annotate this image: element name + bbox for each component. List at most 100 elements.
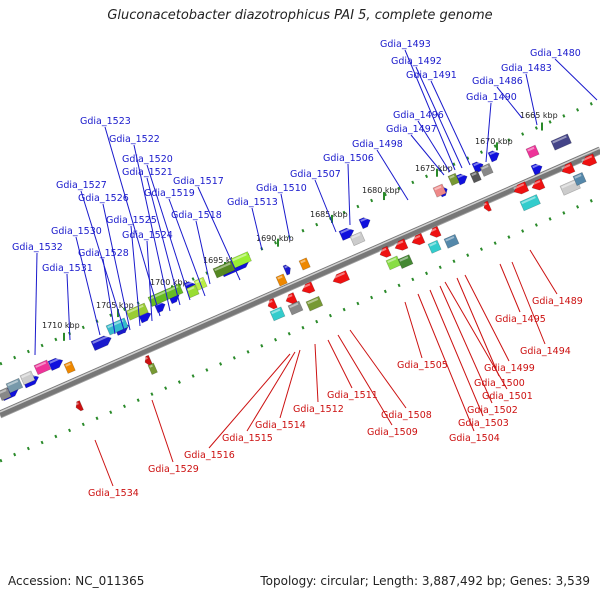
reverse-gene-arrow[interactable] <box>482 200 492 213</box>
gene-label[interactable]: Gdia_1530 <box>51 226 102 237</box>
gene-label[interactable]: Gdia_1511 <box>327 390 378 401</box>
forward-gene-arrow[interactable] <box>455 172 469 186</box>
gene-label[interactable]: Gdia_1489 <box>532 296 583 307</box>
reverse-gene-arrow[interactable] <box>331 270 351 286</box>
gene-feature-block[interactable] <box>443 233 460 249</box>
gene-feature-block[interactable] <box>230 251 252 269</box>
gene-feature-block[interactable] <box>19 370 36 386</box>
gene-label[interactable]: Gdia_1507 <box>290 169 341 180</box>
reverse-gene-arrow[interactable] <box>560 161 576 176</box>
gene-feature-block[interactable] <box>5 377 24 394</box>
reverse-gene-arrow[interactable] <box>512 181 530 197</box>
gene-label[interactable]: Gdia_1512 <box>293 404 344 415</box>
reverse-gene-arrow[interactable] <box>428 225 442 239</box>
gene-label[interactable]: Gdia_1483 <box>501 63 552 74</box>
gene-label[interactable]: Gdia_1490 <box>466 92 517 103</box>
gene-feature-block[interactable] <box>0 387 12 401</box>
gene-label[interactable]: Gdia_1500 <box>474 378 525 389</box>
forward-gene-arrow[interactable] <box>358 216 372 230</box>
gene-label[interactable]: Gdia_1527 <box>56 180 107 191</box>
gene-feature-block[interactable] <box>275 273 288 287</box>
gene-feature-block[interactable] <box>469 170 482 184</box>
gene-label[interactable]: Gdia_1502 <box>467 405 518 416</box>
reverse-gene-arrow[interactable] <box>530 178 546 193</box>
gene-label[interactable]: Gdia_1515 <box>222 433 273 444</box>
gene-label[interactable]: Gdia_1506 <box>323 153 374 164</box>
gene-label[interactable]: Gdia_1480 <box>530 48 581 59</box>
gene-label[interactable]: Gdia_1496 <box>393 110 444 121</box>
reverse-gene-arrow[interactable] <box>284 292 298 306</box>
gene-label[interactable]: Gdia_1519 <box>144 188 195 199</box>
gene-label[interactable]: Gdia_1504 <box>449 433 500 444</box>
leader-line <box>347 163 351 226</box>
gene-label[interactable]: Gdia_1492 <box>391 56 442 67</box>
forward-gene-arrow[interactable] <box>530 162 544 176</box>
gene-label[interactable]: Gdia_1532 <box>12 242 63 253</box>
gene-label[interactable]: Gdia_1526 <box>78 193 129 204</box>
forward-gene-arrow[interactable] <box>338 226 356 241</box>
gene-label[interactable]: Gdia_1534 <box>88 488 139 499</box>
gene-feature-block[interactable] <box>298 257 311 271</box>
gene-feature-block[interactable] <box>385 255 402 271</box>
gene-label[interactable]: Gdia_1517 <box>173 176 224 187</box>
gene-label[interactable]: Gdia_1493 <box>380 39 431 50</box>
gene-label[interactable]: Gdia_1518 <box>171 210 222 221</box>
gene-label[interactable]: Gdia_1505 <box>397 360 448 371</box>
gene-feature-block[interactable] <box>427 239 442 254</box>
gene-label[interactable]: Gdia_1525 <box>106 215 157 226</box>
gene-label[interactable]: Gdia_1516 <box>184 450 235 461</box>
gene-label[interactable]: Gdia_1509 <box>367 427 418 438</box>
reverse-gene-arrow[interactable] <box>580 153 598 169</box>
reverse-gene-arrow[interactable] <box>300 281 316 296</box>
forward-gene-arrow[interactable] <box>487 149 501 163</box>
gene-label[interactable]: Gdia_1523 <box>80 116 131 127</box>
forward-gene-arrow[interactable] <box>282 264 293 276</box>
gene-label[interactable]: Gdia_1528 <box>78 248 129 259</box>
gene-label[interactable]: Gdia_1522 <box>109 134 160 145</box>
gene-feature-block[interactable] <box>432 183 447 198</box>
reverse-gene-arrow[interactable] <box>74 400 84 413</box>
gene-feature-block[interactable] <box>269 306 286 322</box>
gene-feature-block[interactable] <box>63 360 76 374</box>
gene-label[interactable]: Gdia_1531 <box>42 263 93 274</box>
gene-label[interactable]: Gdia_1514 <box>255 420 306 431</box>
gene-label[interactable]: Gdia_1510 <box>256 183 307 194</box>
gene-label[interactable]: Gdia_1513 <box>227 197 278 208</box>
forward-gene-arrow[interactable] <box>90 333 113 352</box>
gene-feature-block[interactable] <box>105 317 129 336</box>
gene-feature-block[interactable] <box>447 172 460 186</box>
gene-feature-block[interactable] <box>525 144 540 159</box>
gene-feature-block[interactable] <box>519 194 541 212</box>
gene-feature-block[interactable] <box>397 254 414 269</box>
gene-feature-block[interactable] <box>572 172 587 186</box>
gene-label[interactable]: Gdia_1521 <box>122 167 173 178</box>
gene-label[interactable]: Gdia_1520 <box>122 154 173 165</box>
gene-label[interactable]: Gdia_1524 <box>122 230 173 241</box>
gene-feature-block[interactable] <box>349 231 366 247</box>
gene-label[interactable]: Gdia_1508 <box>381 410 432 421</box>
gene-label[interactable]: Gdia_1498 <box>352 139 403 150</box>
gene-label[interactable]: Gdia_1491 <box>406 70 457 81</box>
gene-label[interactable]: Gdia_1501 <box>482 391 533 402</box>
forward-gene-arrow[interactable] <box>47 356 65 371</box>
reverse-gene-arrow[interactable] <box>378 245 392 259</box>
gene-label[interactable]: Gdia_1497 <box>386 124 437 135</box>
gene-feature-block[interactable] <box>479 162 494 177</box>
reverse-gene-arrow[interactable] <box>410 232 426 247</box>
gene-label[interactable]: Gdia_1486 <box>472 76 523 87</box>
gene-feature-block[interactable] <box>550 133 572 151</box>
gene-feature-block[interactable] <box>147 362 158 375</box>
leader-line <box>168 198 206 297</box>
gene-label[interactable]: Gdia_1499 <box>484 363 535 374</box>
gene-feature-block[interactable] <box>287 300 304 316</box>
gene-feature-block[interactable] <box>33 359 52 376</box>
gene-label[interactable]: Gdia_1529 <box>148 464 199 475</box>
reverse-gene-arrow[interactable] <box>266 297 278 310</box>
gene-label[interactable]: Gdia_1494 <box>520 346 571 357</box>
gene-label[interactable]: Gdia_1503 <box>458 418 509 429</box>
reverse-gene-arrow[interactable] <box>393 238 409 253</box>
gene-label[interactable]: Gdia_1495 <box>495 314 546 325</box>
gene-feature-block[interactable] <box>305 295 324 312</box>
backbone-highlight <box>0 147 600 413</box>
